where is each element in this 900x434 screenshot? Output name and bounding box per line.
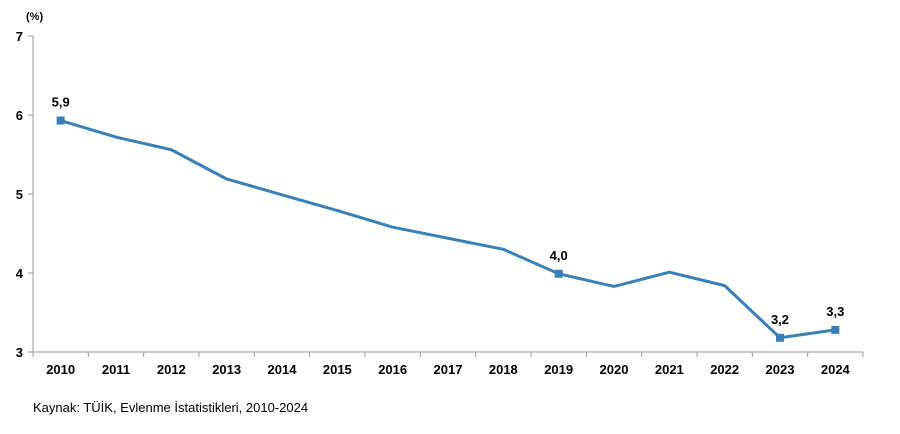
x-tick-label: 2016 <box>378 362 407 377</box>
x-tick-label: 2019 <box>544 362 573 377</box>
data-point-marker <box>831 325 840 334</box>
y-tick-label: 4 <box>16 266 24 281</box>
x-tick-label: 2017 <box>434 362 463 377</box>
x-tick-label: 2010 <box>46 362 75 377</box>
x-tick-label: 2020 <box>600 362 629 377</box>
data-label: 3,2 <box>771 312 789 327</box>
y-tick-label: 6 <box>16 108 23 123</box>
y-tick-label: 5 <box>16 187 23 202</box>
y-tick-label: 7 <box>16 29 23 44</box>
series-line <box>60 119 836 340</box>
x-tick-label: 2024 <box>821 362 851 377</box>
data-label: 3,3 <box>826 304 844 319</box>
x-tick-label: 2014 <box>268 362 298 377</box>
data-label: 5,9 <box>52 95 70 110</box>
data-label: 4,0 <box>550 248 568 263</box>
data-point-marker <box>776 333 784 342</box>
y-tick-label: 3 <box>16 345 23 360</box>
x-tick-label: 2011 <box>102 362 130 377</box>
data-point-marker <box>554 269 563 278</box>
x-tick-label: 2018 <box>489 362 518 377</box>
x-tick-label: 2013 <box>212 362 241 377</box>
x-tick-label: 2012 <box>157 362 186 377</box>
x-tick-label: 2015 <box>323 362 352 377</box>
x-tick-label: 2023 <box>766 362 795 377</box>
x-tick-label: 2022 <box>710 362 739 377</box>
x-tick-label: 2021 <box>655 362 684 377</box>
data-point-marker <box>56 116 65 125</box>
source-note: Kaynak: TÜİK, Evlenme İstatistikleri, 20… <box>33 400 309 415</box>
y-unit-label: (%) <box>26 11 43 23</box>
